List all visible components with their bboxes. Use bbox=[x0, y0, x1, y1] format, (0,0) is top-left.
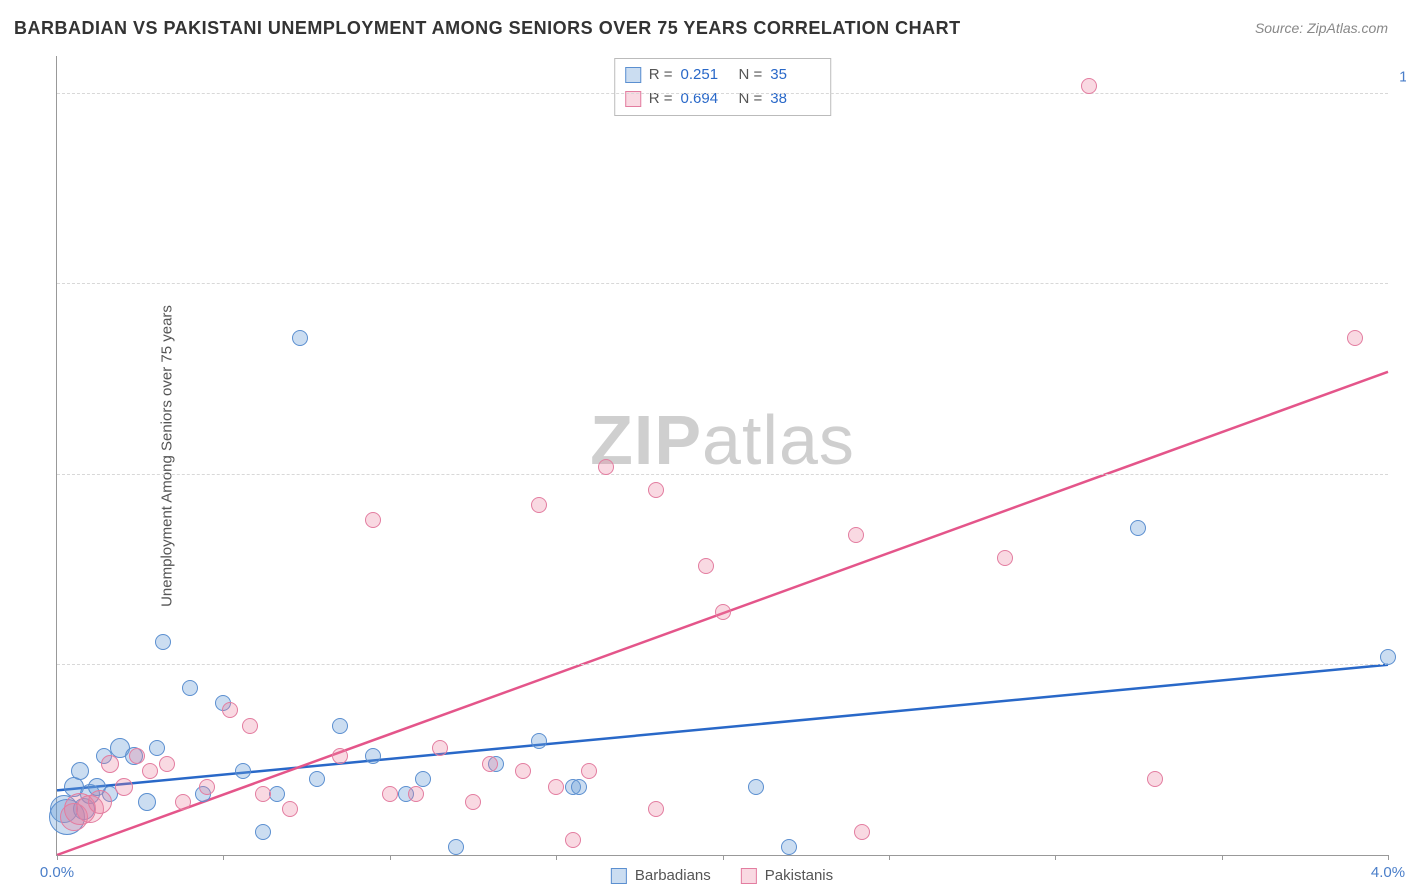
legend-item-barbadians: Barbadians bbox=[611, 867, 711, 884]
data-point bbox=[242, 718, 258, 734]
data-point bbox=[309, 771, 325, 787]
data-point bbox=[515, 763, 531, 779]
data-point bbox=[159, 756, 175, 772]
y-tick-label: 75.0% bbox=[1394, 259, 1406, 276]
data-point bbox=[465, 794, 481, 810]
bottom-legend: Barbadians Pakistanis bbox=[611, 867, 833, 884]
data-point bbox=[997, 550, 1013, 566]
legend-swatch-pakistanis bbox=[741, 868, 757, 884]
data-point bbox=[332, 748, 348, 764]
data-point bbox=[1130, 520, 1146, 536]
data-point bbox=[115, 778, 133, 796]
data-point bbox=[581, 763, 597, 779]
data-point bbox=[382, 786, 398, 802]
data-point bbox=[155, 634, 171, 650]
data-point bbox=[1380, 649, 1396, 665]
data-point bbox=[142, 763, 158, 779]
x-tick bbox=[1388, 855, 1389, 860]
trend-lines bbox=[57, 56, 1388, 855]
data-point bbox=[571, 779, 587, 795]
data-point bbox=[282, 801, 298, 817]
data-point bbox=[71, 762, 89, 780]
x-tick bbox=[223, 855, 224, 860]
source-label: Source: ZipAtlas.com bbox=[1255, 20, 1388, 36]
data-point bbox=[781, 839, 797, 855]
x-tick bbox=[57, 855, 58, 860]
data-point bbox=[199, 779, 215, 795]
data-point bbox=[531, 497, 547, 513]
chart-area: Unemployment Among Seniors over 75 years… bbox=[56, 56, 1388, 856]
plot-region: ZIPatlas R = 0.251 N = 35 R = 0.694 N = … bbox=[56, 56, 1388, 856]
x-tick bbox=[390, 855, 391, 860]
data-point bbox=[365, 512, 381, 528]
grid-line bbox=[57, 664, 1388, 665]
data-point bbox=[365, 748, 381, 764]
stats-row-0: R = 0.251 N = 35 bbox=[625, 63, 821, 87]
y-tick-label: 100.0% bbox=[1394, 69, 1406, 86]
data-point bbox=[648, 801, 664, 817]
x-tick bbox=[556, 855, 557, 860]
data-point bbox=[101, 755, 119, 773]
data-point bbox=[531, 733, 547, 749]
grid-line bbox=[57, 474, 1388, 475]
grid-line bbox=[57, 283, 1388, 284]
data-point bbox=[548, 779, 564, 795]
data-point bbox=[748, 779, 764, 795]
data-point bbox=[222, 702, 238, 718]
data-point bbox=[1147, 771, 1163, 787]
data-point bbox=[448, 839, 464, 855]
data-point bbox=[598, 459, 614, 475]
data-point bbox=[848, 527, 864, 543]
y-tick-label: 50.0% bbox=[1394, 449, 1406, 466]
data-point bbox=[432, 740, 448, 756]
data-point bbox=[565, 832, 581, 848]
data-point bbox=[1081, 78, 1097, 94]
x-tick bbox=[1055, 855, 1056, 860]
data-point bbox=[715, 604, 731, 620]
chart-title: BARBADIAN VS PAKISTANI UNEMPLOYMENT AMON… bbox=[14, 18, 961, 39]
data-point bbox=[235, 763, 251, 779]
legend-item-pakistanis: Pakistanis bbox=[741, 867, 833, 884]
x-tick-label: 0.0% bbox=[40, 864, 74, 881]
data-point bbox=[182, 680, 198, 696]
grid-line bbox=[57, 93, 1388, 94]
stats-box: R = 0.251 N = 35 R = 0.694 N = 38 bbox=[614, 58, 832, 116]
y-tick-label: 25.0% bbox=[1394, 639, 1406, 656]
data-point bbox=[292, 330, 308, 346]
data-point bbox=[482, 756, 498, 772]
data-point bbox=[88, 790, 112, 814]
data-point bbox=[698, 558, 714, 574]
data-point bbox=[129, 748, 145, 764]
swatch-barbadians bbox=[625, 67, 641, 83]
data-point bbox=[648, 482, 664, 498]
data-point bbox=[138, 793, 156, 811]
data-point bbox=[854, 824, 870, 840]
legend-swatch-barbadians bbox=[611, 868, 627, 884]
data-point bbox=[1347, 330, 1363, 346]
data-point bbox=[255, 786, 271, 802]
stats-row-1: R = 0.694 N = 38 bbox=[625, 87, 821, 111]
x-tick-label: 4.0% bbox=[1371, 864, 1405, 881]
data-point bbox=[149, 740, 165, 756]
data-point bbox=[415, 771, 431, 787]
data-point bbox=[175, 794, 191, 810]
data-point bbox=[332, 718, 348, 734]
x-tick bbox=[1222, 855, 1223, 860]
data-point bbox=[408, 786, 424, 802]
x-tick bbox=[889, 855, 890, 860]
data-point bbox=[255, 824, 271, 840]
x-tick bbox=[723, 855, 724, 860]
